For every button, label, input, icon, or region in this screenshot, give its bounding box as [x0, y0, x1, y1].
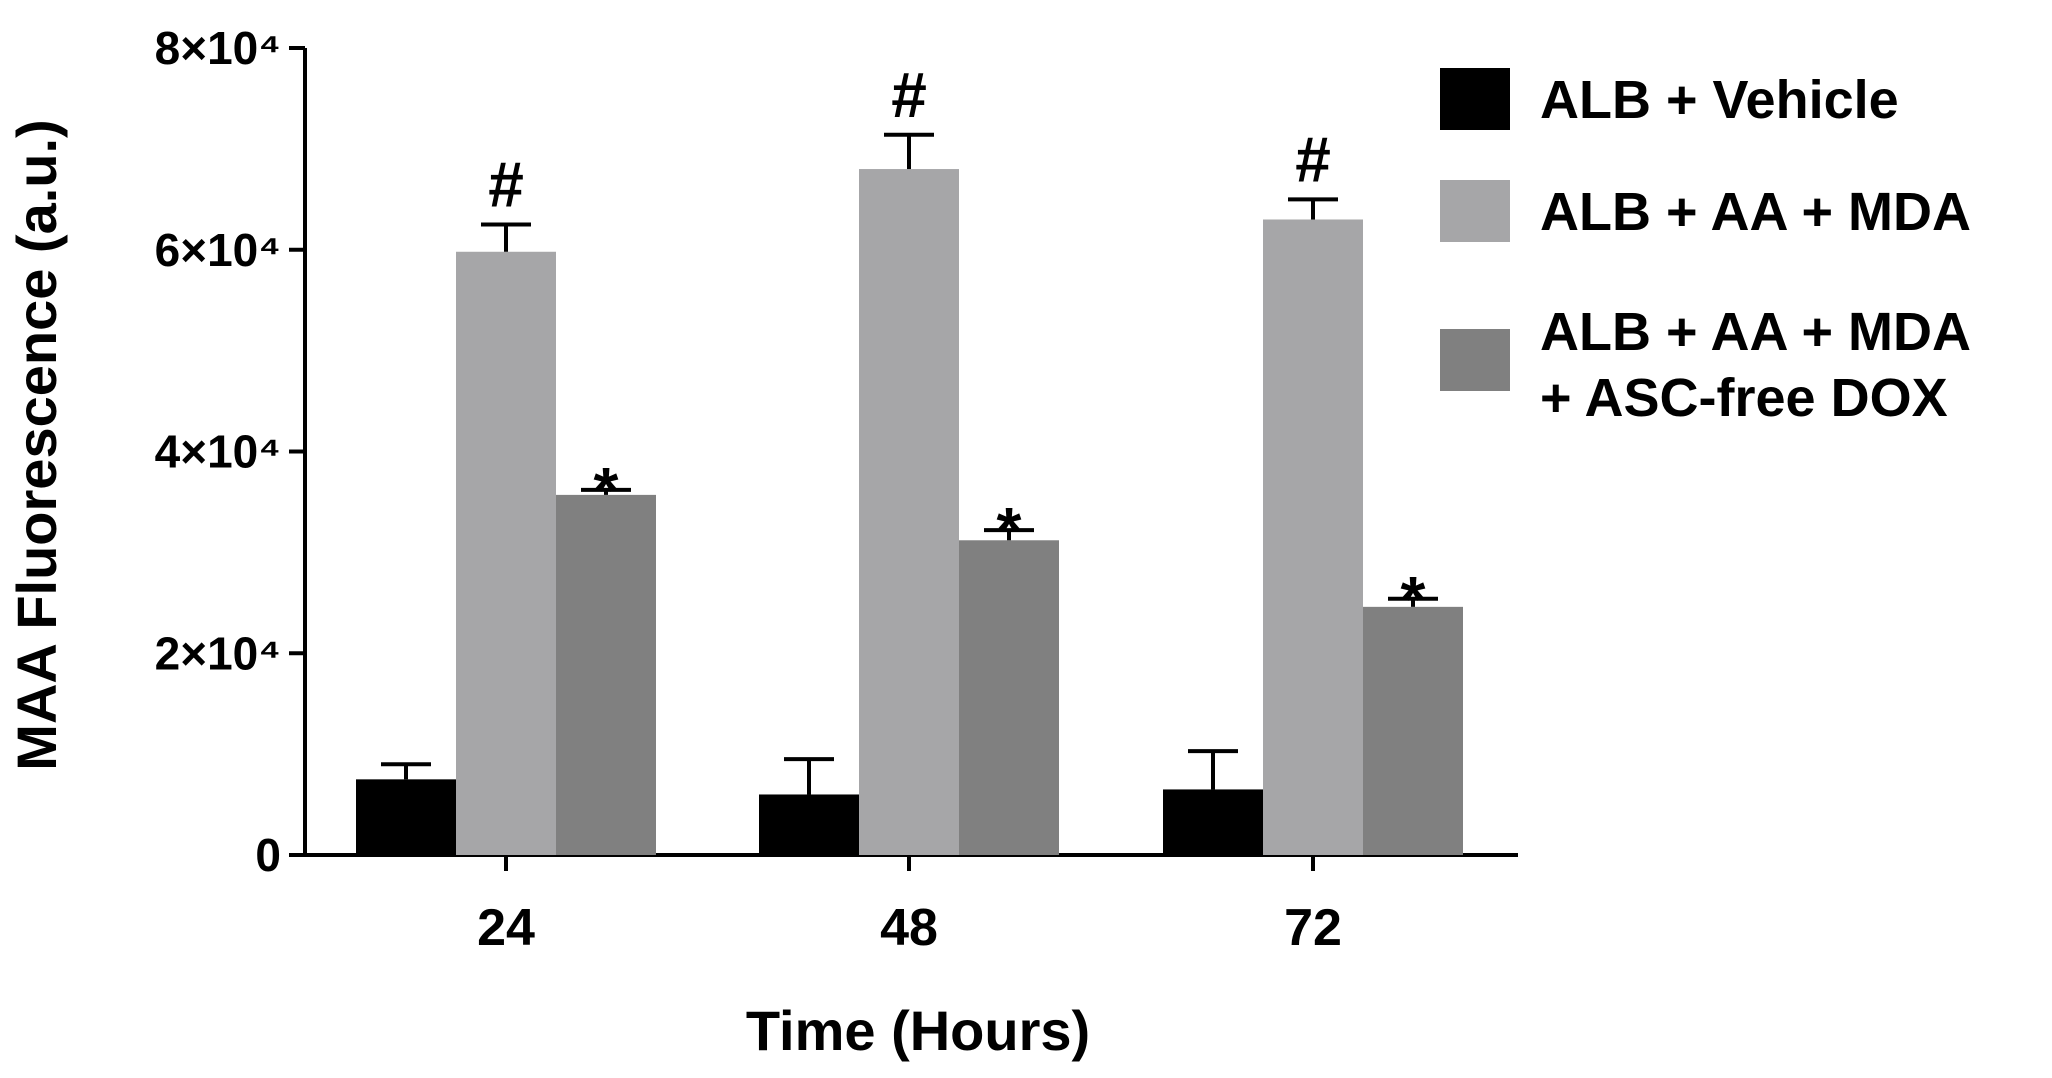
plot-area: 0 2×10⁴ 4×10⁴ 6×10⁴ 8×10⁴ 24 # * 48 # * 72 # *: [155, 22, 1518, 957]
significance-marker: *: [594, 454, 619, 526]
x-axis-title: Time (Hours): [746, 999, 1090, 1062]
y-tick-label: 0: [255, 829, 281, 881]
bar: [556, 494, 656, 855]
bar: [456, 251, 556, 855]
significance-marker: #: [488, 149, 524, 221]
y-tick-label: 2×10⁴: [155, 627, 281, 679]
legend-label: + ASC-free DOX: [1540, 368, 1948, 428]
bar: [1363, 606, 1463, 855]
legend-label: ALB + AA + MDA: [1540, 302, 1971, 362]
legend-label: ALB + AA + MDA: [1540, 182, 1971, 242]
legend-swatch: [1440, 329, 1510, 391]
x-tick-label: 24: [477, 899, 535, 957]
legend: ALB + Vehicle ALB + AA + MDA ALB + AA + MD…: [1440, 68, 1971, 428]
bar: [356, 779, 456, 855]
significance-marker: #: [1295, 123, 1331, 195]
bar: [1263, 219, 1363, 856]
legend-swatch: [1440, 180, 1510, 242]
bar: [1163, 789, 1263, 855]
y-tick-label: 4×10⁴: [155, 426, 281, 478]
x-tick-label: 48: [880, 899, 938, 957]
y-axis-title: MAA Fluorescence (a.u.): [5, 119, 68, 770]
significance-marker: *: [997, 494, 1022, 566]
legend-swatch: [1440, 68, 1510, 130]
bar: [759, 794, 859, 855]
y-tick-label: 8×10⁴: [155, 22, 281, 74]
significance-marker: *: [1401, 563, 1426, 635]
bar: [959, 540, 1059, 855]
y-tick-label: 6×10⁴: [155, 224, 281, 276]
significance-marker: #: [891, 59, 927, 131]
bar: [859, 169, 959, 856]
legend-label: ALB + Vehicle: [1540, 70, 1899, 130]
x-tick-label: 72: [1284, 899, 1342, 957]
